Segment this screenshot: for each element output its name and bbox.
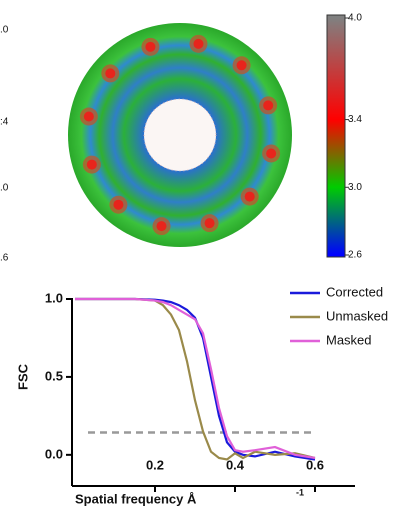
legend-label: Unmasked <box>326 308 388 323</box>
hotspot-core <box>113 199 124 210</box>
hotspot-core <box>105 68 116 79</box>
hotspot-core <box>145 41 156 52</box>
x-tick-label: 0.6 <box>306 457 324 472</box>
x-axis-label: Spatial frequency Å <box>75 491 197 506</box>
y-tick-label: 1.0 <box>45 290 63 305</box>
hotspot-core <box>156 221 167 232</box>
y-axis-label: FSC <box>15 363 30 390</box>
colorbar <box>326 14 346 258</box>
hotspot-core <box>263 100 274 111</box>
colorbar-tick-label: 3.0 <box>348 182 362 193</box>
map-hole <box>143 98 217 172</box>
fsc-curve <box>75 297 316 460</box>
x-axis-label-superscript: -1 <box>296 487 304 497</box>
hotspot-core <box>193 38 204 49</box>
legend-label: Masked <box>326 332 372 347</box>
edge-fragment: .0 <box>0 183 9 194</box>
density-map <box>68 23 292 247</box>
colorbar-tick-label: 4.0 <box>348 13 362 24</box>
hotspot-core <box>204 218 215 229</box>
legend-label: Corrected <box>326 284 383 299</box>
hotspot-core <box>266 148 277 159</box>
edge-fragment: .6 <box>0 253 9 264</box>
y-tick-label: 0.5 <box>45 368 63 383</box>
hotspot-core <box>86 159 97 170</box>
hotspot-core <box>244 191 255 202</box>
fsc-curve <box>75 297 316 461</box>
x-tick-label: 0.2 <box>146 457 164 472</box>
x-tick-label: 0.4 <box>226 457 245 472</box>
hotspot-core <box>236 60 247 71</box>
colorbar-tick-label: 3.4 <box>348 114 362 125</box>
map-hotspots <box>79 34 281 236</box>
edge-fragment: :4 <box>0 117 9 128</box>
colorbar-tick-label: 2.6 <box>348 250 362 261</box>
fsc-curve <box>75 297 316 461</box>
y-tick-label: 0.0 <box>45 446 63 461</box>
hotspot-core <box>83 111 94 122</box>
edge-fragment: .0 <box>0 25 9 36</box>
